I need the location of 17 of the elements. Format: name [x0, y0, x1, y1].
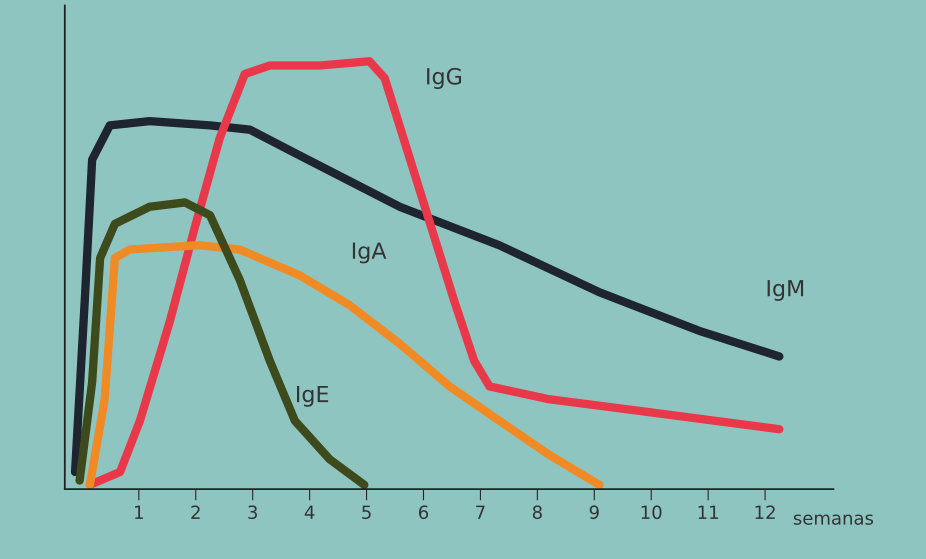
x-tick-label: 6 [419, 505, 428, 520]
x-tick-label: 1 [135, 506, 143, 519]
x-tick-label: 8 [532, 505, 542, 520]
series-label: IgE [297, 386, 328, 407]
x-tick-label: 5 [362, 506, 371, 520]
x-tick-label: 12 [756, 505, 775, 519]
x-tick-label: 10 [642, 505, 662, 520]
series-label: IgG [427, 68, 462, 89]
x-tick-label: 7 [476, 506, 485, 519]
x-axis-title: semanas [794, 514, 874, 525]
x-tick-label: 9 [590, 505, 599, 520]
series-label: IgA [352, 242, 386, 264]
x-tick-label: 11 [698, 506, 718, 519]
x-tick-label: 3 [248, 505, 257, 520]
text: IgM [768, 280, 804, 301]
x-tick-label: 2 [191, 505, 200, 519]
x-tick-label: 4 [304, 506, 314, 519]
